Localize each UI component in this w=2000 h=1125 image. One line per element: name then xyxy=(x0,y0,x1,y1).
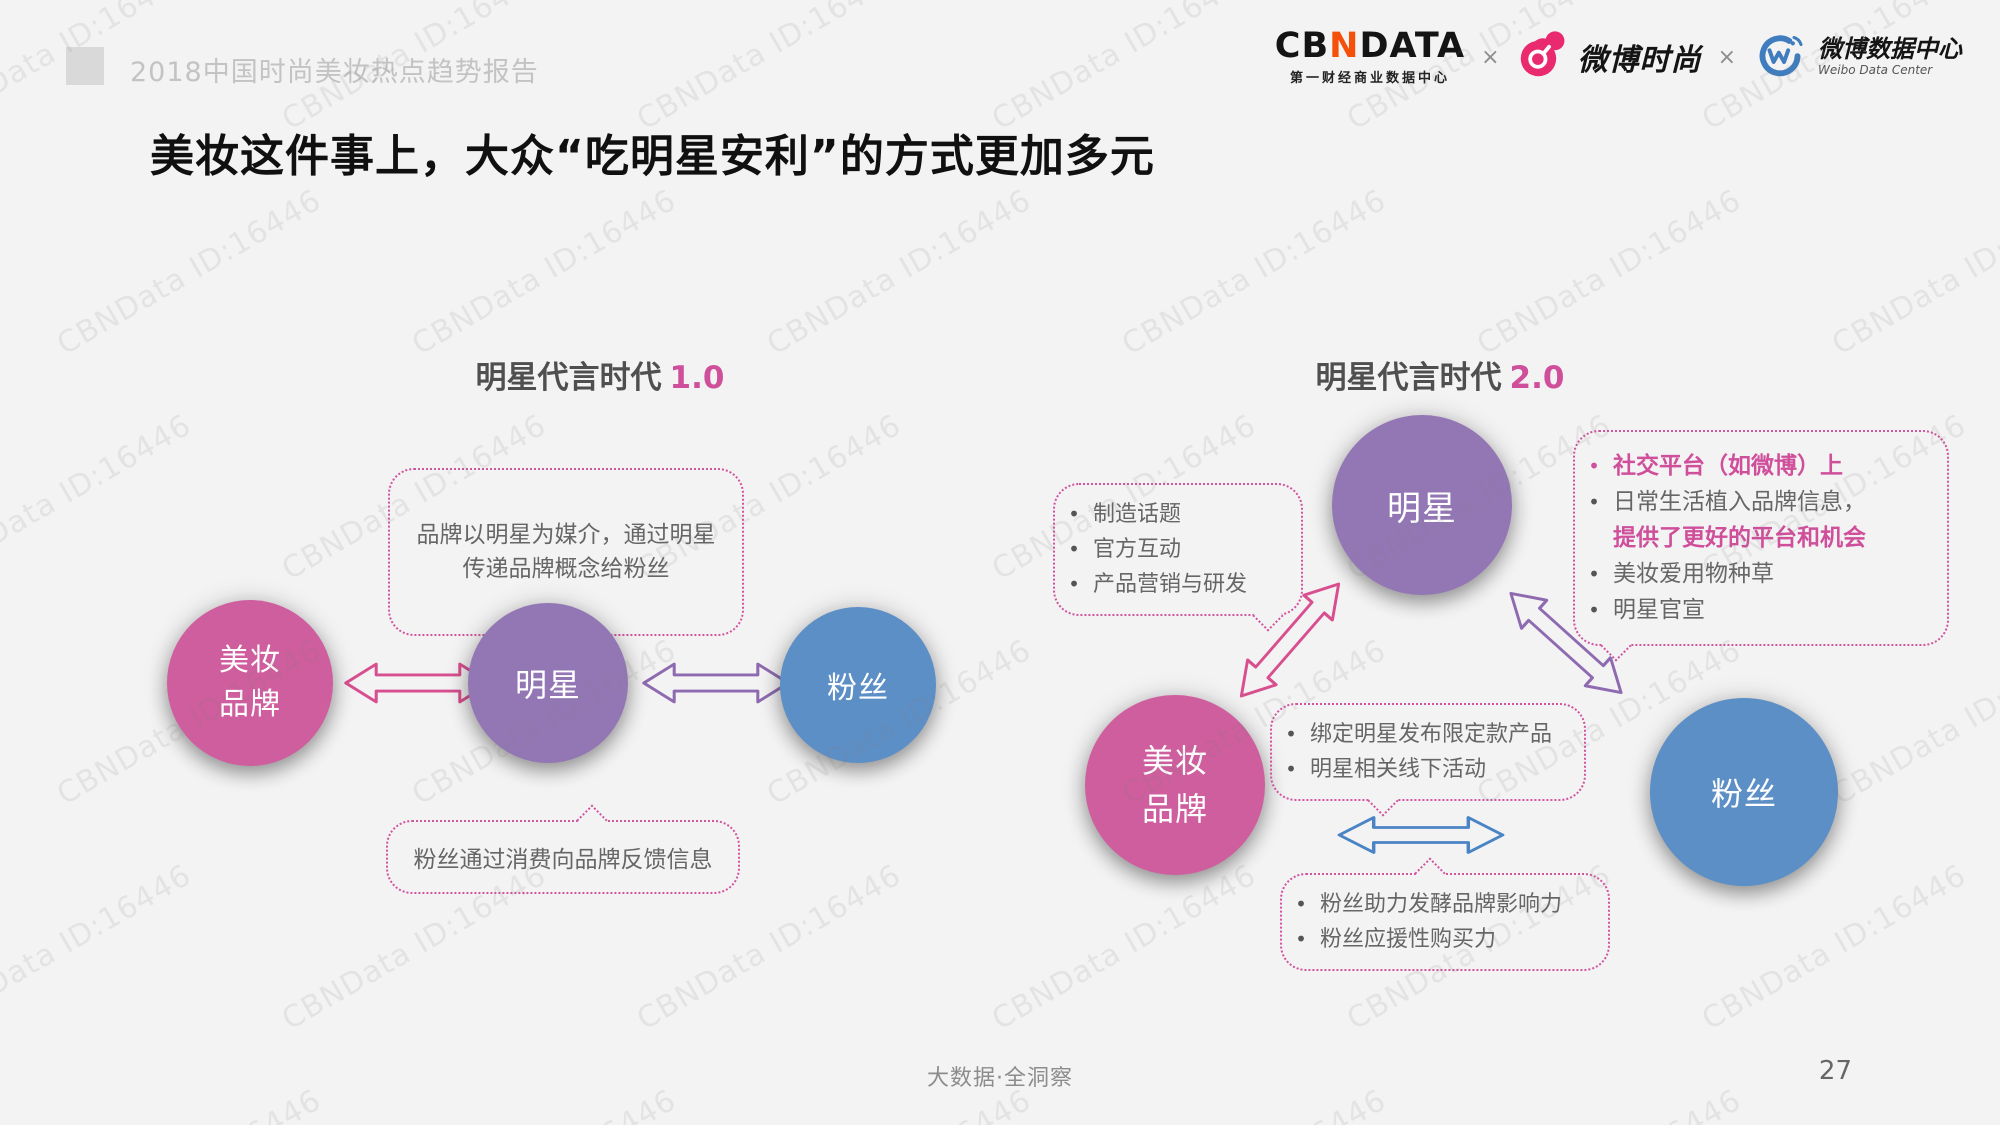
era1-version: 1.0 xyxy=(669,360,725,396)
weibo-data-center-icon xyxy=(1752,30,1808,84)
cbndata-wordmark: CBNDATA xyxy=(1275,28,1465,64)
watermark-text: CBNData ID:16446 xyxy=(1471,182,1748,363)
era1-circle-fans: 粉丝 xyxy=(780,607,936,763)
bullet-marker xyxy=(1055,532,1093,567)
bullet-text: 官方互动 xyxy=(1093,537,1182,562)
watermark-text: CBNData ID:16446 xyxy=(1826,182,2000,363)
bullet-item: 绑定明星发布限定款产品 xyxy=(1272,717,1580,752)
era2-arrow-brand-fans-icon xyxy=(1335,810,1507,860)
watermark-text: CBNData ID:16446 xyxy=(631,0,908,138)
weibo-fashion-icon xyxy=(1516,29,1568,85)
era1-heading-text: 明星代言时代 xyxy=(475,360,662,396)
bullet-item: 日常生活植入品牌信息， xyxy=(1575,484,1941,520)
cbndata-suffix: DATA xyxy=(1359,26,1466,66)
era2-version: 2.0 xyxy=(1509,360,1565,396)
bullet-marker xyxy=(1575,484,1613,520)
era2-circle-beauty-brand: 美妆 品牌 xyxy=(1085,695,1265,875)
watermark-text: CBNData ID:16446 xyxy=(1116,182,1393,363)
cbndata-subtitle: 第一财经商业数据中心 xyxy=(1289,71,1450,86)
bullet-text: 产品营销与研发 xyxy=(1093,572,1248,597)
watermark-text: CBNData ID:16446 xyxy=(986,0,1263,138)
bullet-text: 粉丝助力发酵品牌影响力 xyxy=(1320,892,1563,917)
weibo-data-center-logo: 微博数据中心 Weibo Data Center xyxy=(1752,30,1962,84)
bullet-marker xyxy=(1282,887,1320,922)
header-square-bullet xyxy=(66,47,104,85)
bullet-marker xyxy=(1575,592,1613,628)
weibo-fashion-logo: 微博时尚 xyxy=(1516,29,1702,85)
watermark-text: CBNData ID:16446 xyxy=(0,407,198,588)
watermark-text: CBNData ID:16446 xyxy=(761,182,1038,363)
watermark-text: CBNData ID:16446 xyxy=(986,857,1263,1038)
era2-heading: 明星代言时代 2.0 xyxy=(1240,352,1640,397)
report-title: 2018中国时尚美妆热点趋势报告 xyxy=(130,57,539,88)
bullet-item: 产品营销与研发 xyxy=(1055,567,1297,602)
page-title: 美妆这件事上，大众“吃明星安利”的方式更加多元 xyxy=(150,131,1155,182)
watermark-text: CBNData ID:16446 xyxy=(0,857,198,1038)
era2-box-brand-fans-top: 绑定明星发布限定款产品 明星相关线下活动 xyxy=(1270,703,1586,817)
bullet-item: 粉丝应援性购买力 xyxy=(1282,922,1604,957)
era2-circle-star: 明星 xyxy=(1332,415,1512,595)
bullet-marker xyxy=(1575,556,1613,592)
bullet-item: 制造话题 xyxy=(1055,497,1297,532)
bullet-text: 社交平台（如微博）上 xyxy=(1613,453,1843,479)
bullet-text: 制造话题 xyxy=(1093,502,1182,527)
era1-callout-bottom-text: 粉丝通过消费向品牌反馈信息 xyxy=(413,847,713,873)
bullet-item: 明星官宣 xyxy=(1575,592,1941,628)
era1-heading: 明星代言时代 1.0 xyxy=(400,352,800,397)
cbndata-n: N xyxy=(1329,26,1360,66)
weibo-data-center-names: 微博数据中心 Weibo Data Center xyxy=(1818,35,1962,78)
bullet-text: 明星相关线下活动 xyxy=(1310,757,1487,782)
logo-separator: × xyxy=(1481,44,1500,70)
page-number: 27 xyxy=(1818,1056,1852,1086)
bullet-text: 提供了更好的平台和机会 xyxy=(1613,525,1866,551)
bullet-marker xyxy=(1055,567,1093,602)
bullet-item: 明星相关线下活动 xyxy=(1272,752,1580,787)
era2-heading-text: 明星代言时代 xyxy=(1315,360,1502,396)
callout-tail xyxy=(575,804,608,836)
era1-callout-top-text: 品牌以明星为媒介，通过明星 传递品牌概念给粉丝 xyxy=(416,522,716,582)
watermark-text: CBNData ID:16446 xyxy=(51,182,328,363)
bullet-marker xyxy=(1272,752,1310,787)
bullet-text: 明星官宣 xyxy=(1613,597,1705,623)
bullet-marker xyxy=(1055,497,1093,532)
bullet-item: 提供了更好的平台和机会 xyxy=(1575,520,1941,556)
bullet-text: 日常生活植入品牌信息， xyxy=(1613,489,1866,515)
bullet-text: 绑定明星发布限定款产品 xyxy=(1310,722,1553,747)
bullet-item: 美妆爱用物种草 xyxy=(1575,556,1941,592)
bullet-item: 粉丝助力发酵品牌影响力 xyxy=(1282,887,1604,922)
weibo-data-center-en: Weibo Data Center xyxy=(1818,63,1933,78)
callout-tail xyxy=(1414,857,1446,889)
weibo-data-center-cn: 微博数据中心 xyxy=(1818,35,1962,64)
era2-box-star-right: 社交平台（如微博）上 日常生活植入品牌信息， 提供了更好的平台和机会 美妆爱用物… xyxy=(1573,430,1949,662)
footer-tagline: 大数据·全洞察 xyxy=(927,1066,1073,1091)
weibo-fashion-name: 微博时尚 xyxy=(1577,43,1702,78)
bullet-item: 社交平台（如微博）上 xyxy=(1575,448,1941,484)
logo-separator: × xyxy=(1717,44,1736,70)
bullet-item: 官方互动 xyxy=(1055,532,1297,567)
era2-circle-fans: 粉丝 xyxy=(1650,698,1838,886)
bullet-marker xyxy=(1272,717,1310,752)
bullet-text: 美妆爱用物种草 xyxy=(1613,561,1774,587)
era1-callout-bottom: 粉丝通过消费向品牌反馈信息 xyxy=(386,804,740,894)
bullet-marker xyxy=(1282,922,1320,957)
watermark-text: CBNData ID:16446 xyxy=(1826,632,2000,813)
logo-strip: CBNDATA 第一财经商业数据中心 × 微博时尚 × xyxy=(1275,28,1962,86)
era1-arrow-star-fans-icon xyxy=(640,656,792,710)
bullet-text: 粉丝应援性购买力 xyxy=(1320,927,1497,952)
cbndata-logo: CBNDATA 第一财经商业数据中心 xyxy=(1275,28,1465,86)
era2-box-star-left: 制造话题 官方互动 产品营销与研发 xyxy=(1053,483,1303,632)
cbndata-prefix: CB xyxy=(1274,26,1330,66)
era2-box-brand-fans-bottom: 粉丝助力发酵品牌影响力 粉丝应援性购买力 xyxy=(1280,857,1610,971)
era1-circle-star: 明星 xyxy=(468,603,628,763)
bullet-marker xyxy=(1575,448,1613,484)
watermark-text: CBNData ID:16446 xyxy=(406,182,683,363)
era1-circle-beauty-brand: 美妆 品牌 xyxy=(167,600,333,766)
